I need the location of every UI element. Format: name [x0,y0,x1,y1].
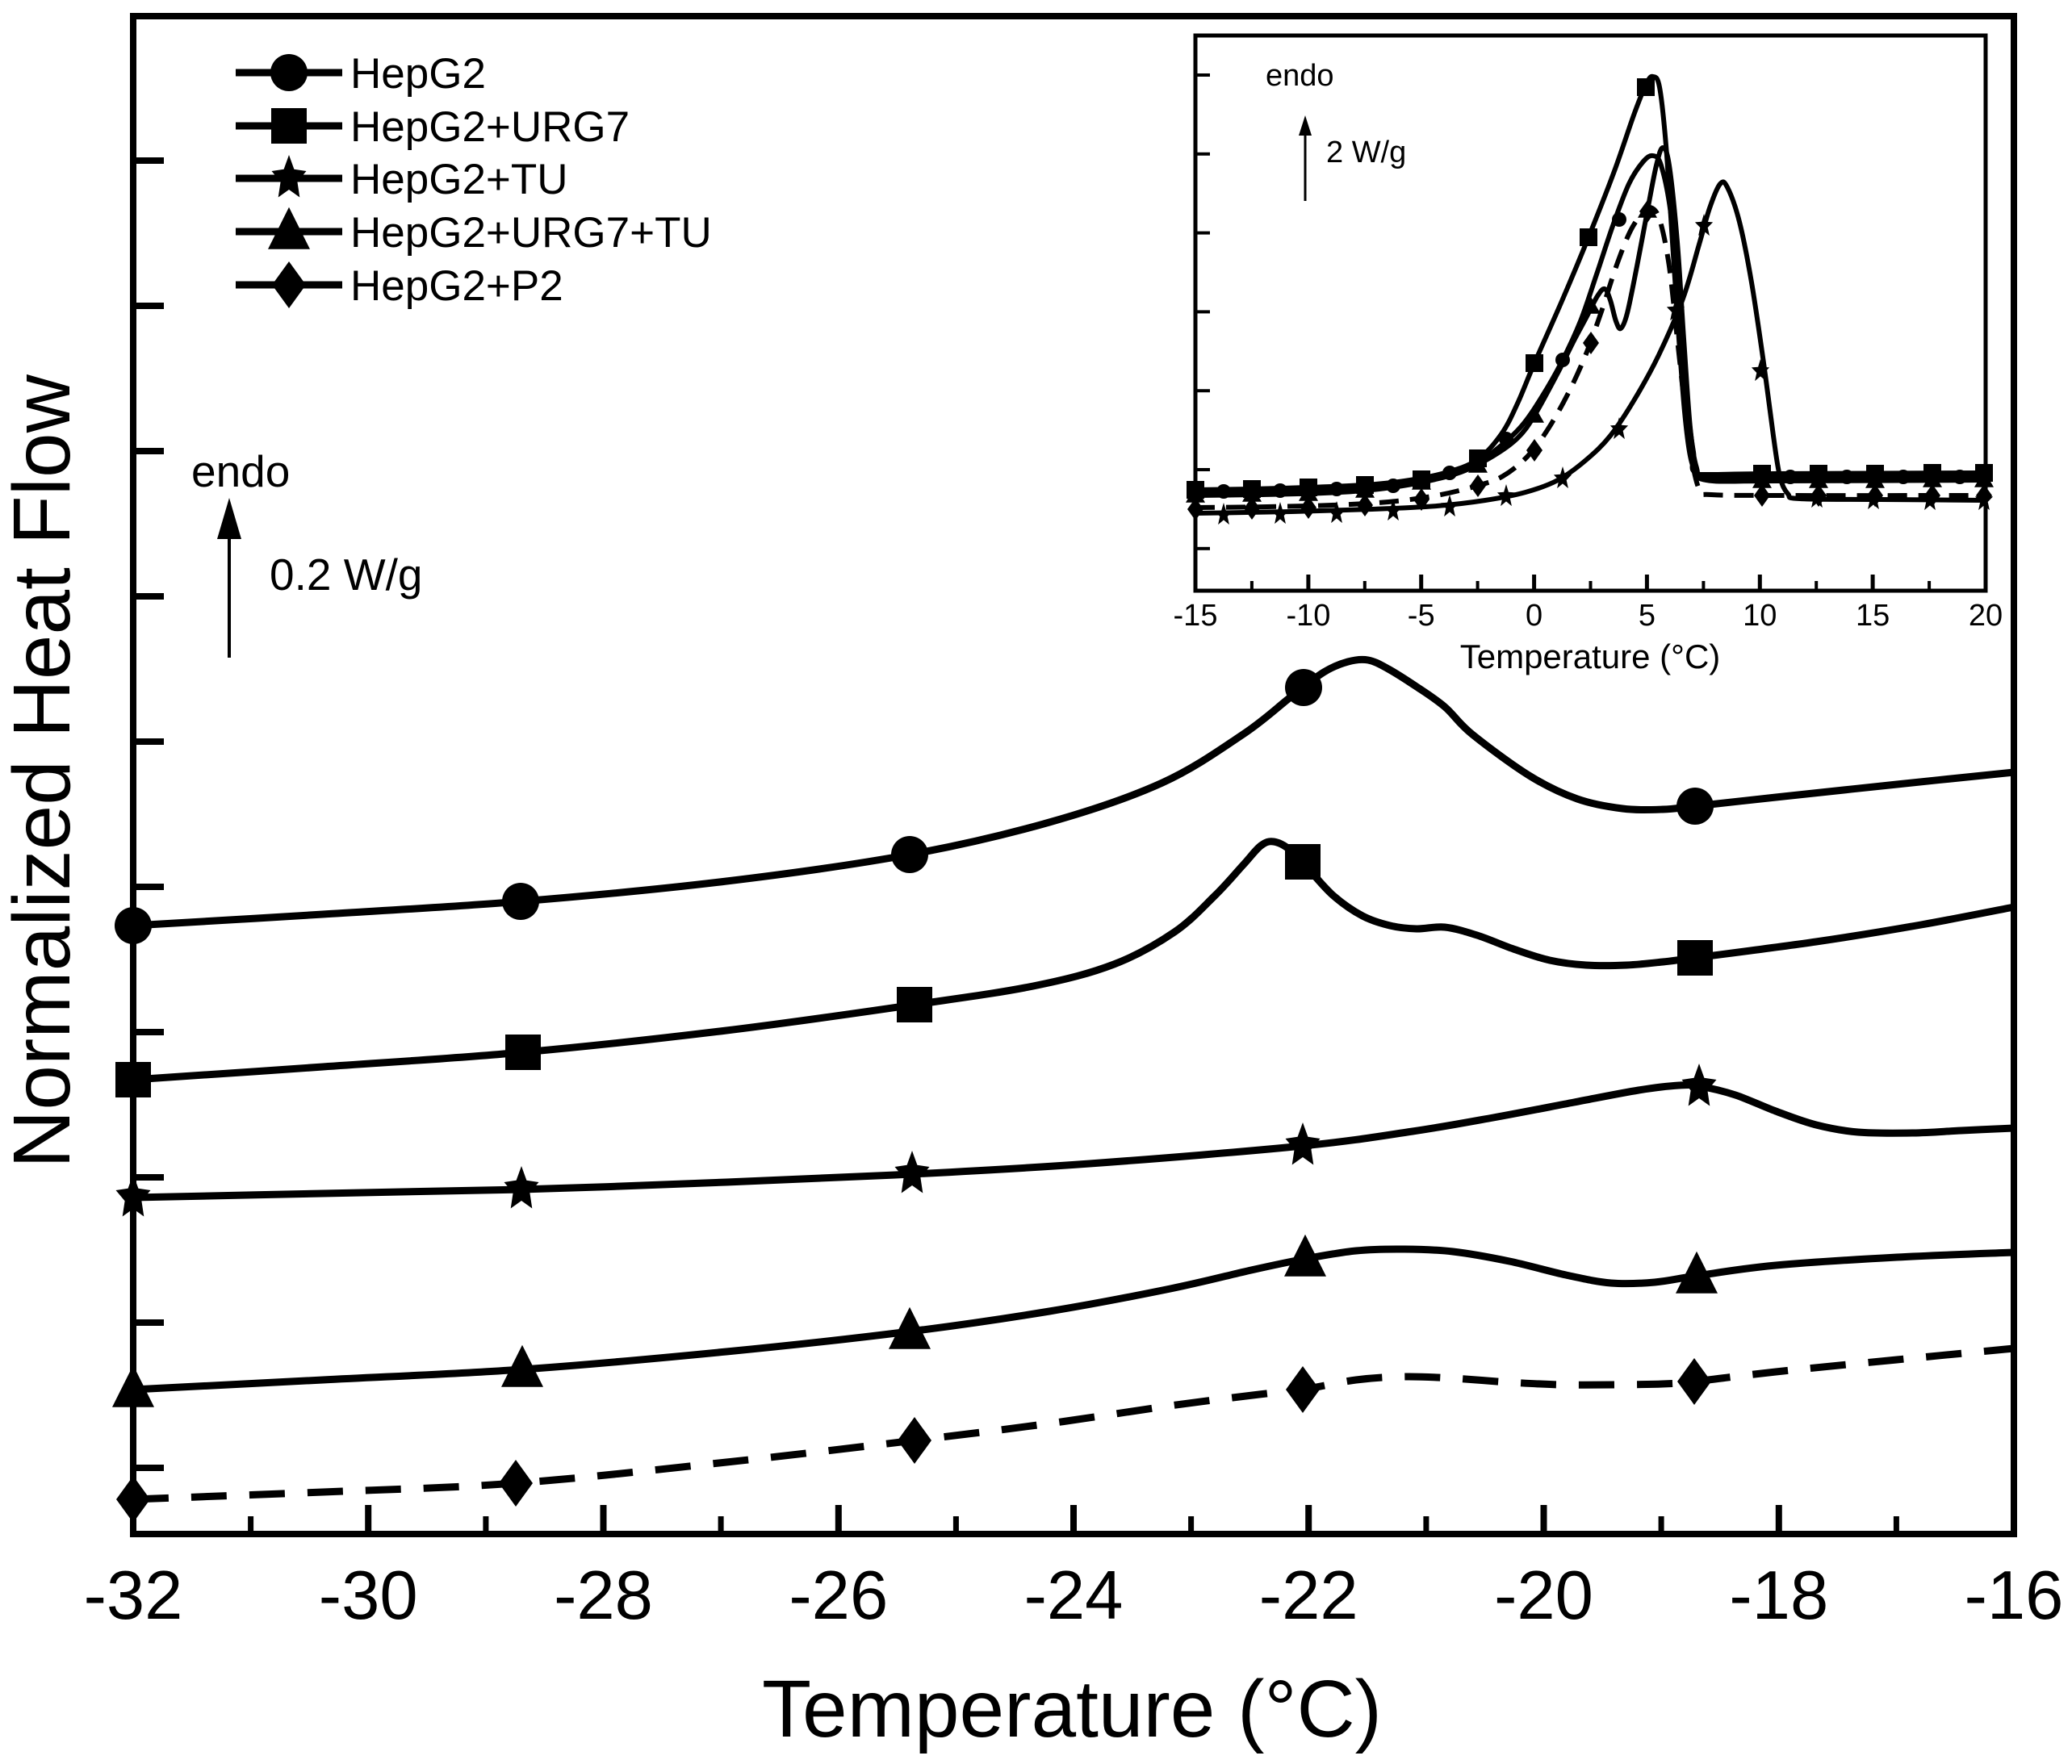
svg-text:-22: -22 [1259,1557,1358,1634]
svg-text:0.2 W/g: 0.2 W/g [270,550,423,600]
svg-text:5: 5 [1639,599,1656,633]
svg-text:20: 20 [1969,599,2003,633]
svg-text:-28: -28 [554,1557,653,1634]
svg-text:endo: endo [191,446,290,496]
svg-text:-10: -10 [1286,599,1330,633]
svg-text:-16: -16 [1965,1557,2064,1634]
svg-text:0: 0 [1526,599,1542,633]
svg-text:-30: -30 [319,1557,418,1634]
svg-text:Temperature (°C): Temperature (°C) [1460,637,1721,675]
svg-text:-20: -20 [1494,1557,1593,1634]
svg-text:10: 10 [1743,599,1777,633]
svg-text:-15: -15 [1174,599,1218,633]
svg-text:-18: -18 [1729,1557,1828,1634]
svg-text:2 W/g: 2 W/g [1326,136,1406,169]
svg-text:HepG2+URG7+TU: HepG2+URG7+TU [350,209,712,257]
svg-text:Temperature (°C): Temperature (°C) [762,1664,1382,1754]
svg-text:endo: endo [1266,59,1334,93]
svg-text:HepG2+P2: HepG2+P2 [350,262,563,310]
svg-text:HepG2+TU: HepG2+TU [350,156,568,203]
svg-text:-24: -24 [1024,1557,1124,1634]
svg-text:HepG2+URG7: HepG2+URG7 [350,103,630,151]
svg-text:-26: -26 [789,1557,888,1634]
svg-text:15: 15 [1856,599,1890,633]
svg-text:Normalized Heat Flow: Normalized Heat Flow [0,374,87,1168]
svg-text:HepG2: HepG2 [350,50,486,98]
svg-text:-5: -5 [1408,599,1435,633]
svg-text:-32: -32 [84,1557,183,1634]
